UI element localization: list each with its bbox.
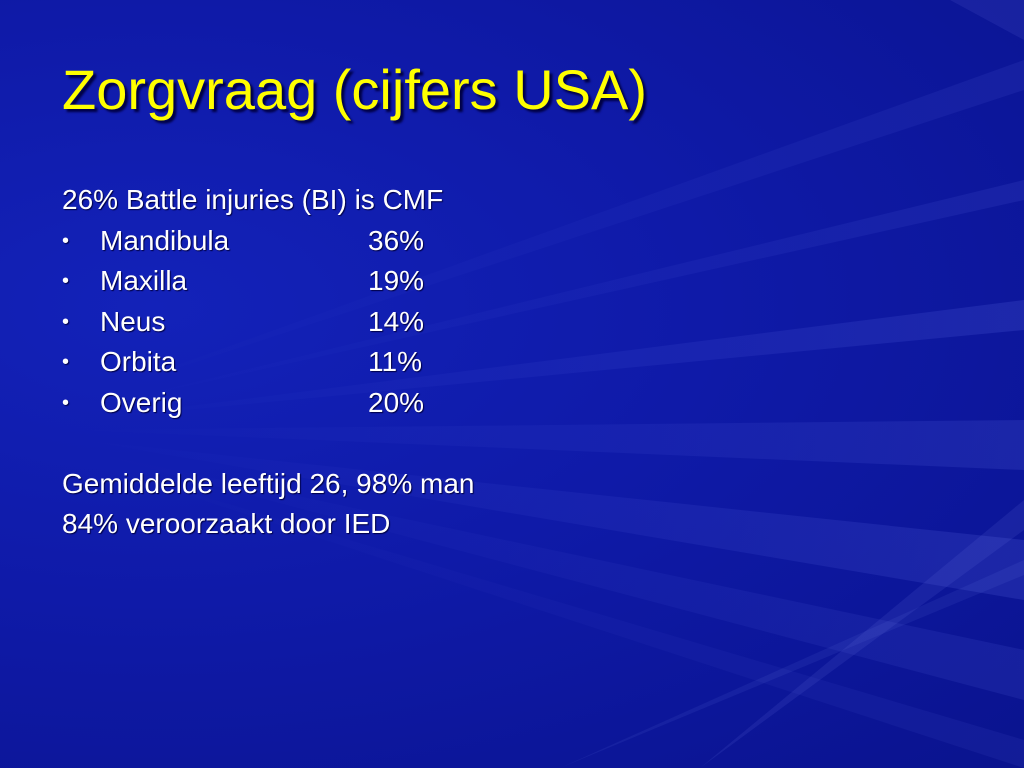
item-value: 11% [368,346,422,377]
slide-title: Zorgvraag (cijfers USA) [62,58,648,121]
list-item: • Maxilla 19% [62,261,474,302]
item-label: Neus [100,305,166,337]
bullet-icon: • [62,391,70,414]
footer-line-age: Gemiddelde leeftijd 26, 98% man [62,467,475,499]
footer-line-ied: 84% veroorzaakt door IED [62,508,391,539]
list-item: • Overig 20% [62,383,474,424]
bullet-icon: • [62,229,70,252]
list-item: • Orbita 11% [62,342,474,383]
intro-line: 26% Battle injuries (BI) is CMF [62,184,444,215]
item-value: 36% [368,224,425,256]
slide-body: 26% Battle injuries (BI) is CMF • Mandib… [62,180,474,545]
list-item: • Mandibula 36% [62,221,474,262]
item-value: 19% [368,265,425,296]
bullet-icon: • [62,310,70,333]
item-value: 14% [368,305,425,337]
item-label: Overig [100,386,183,418]
item-label: Mandibula [100,224,230,256]
bullet-icon: • [62,351,70,373]
item-label: Maxilla [100,265,188,296]
spacer [62,423,474,464]
item-label: Orbita [100,346,177,377]
list-item: • Neus 14% [62,302,474,343]
item-value: 20% [368,386,425,418]
bullet-icon: • [62,270,70,292]
